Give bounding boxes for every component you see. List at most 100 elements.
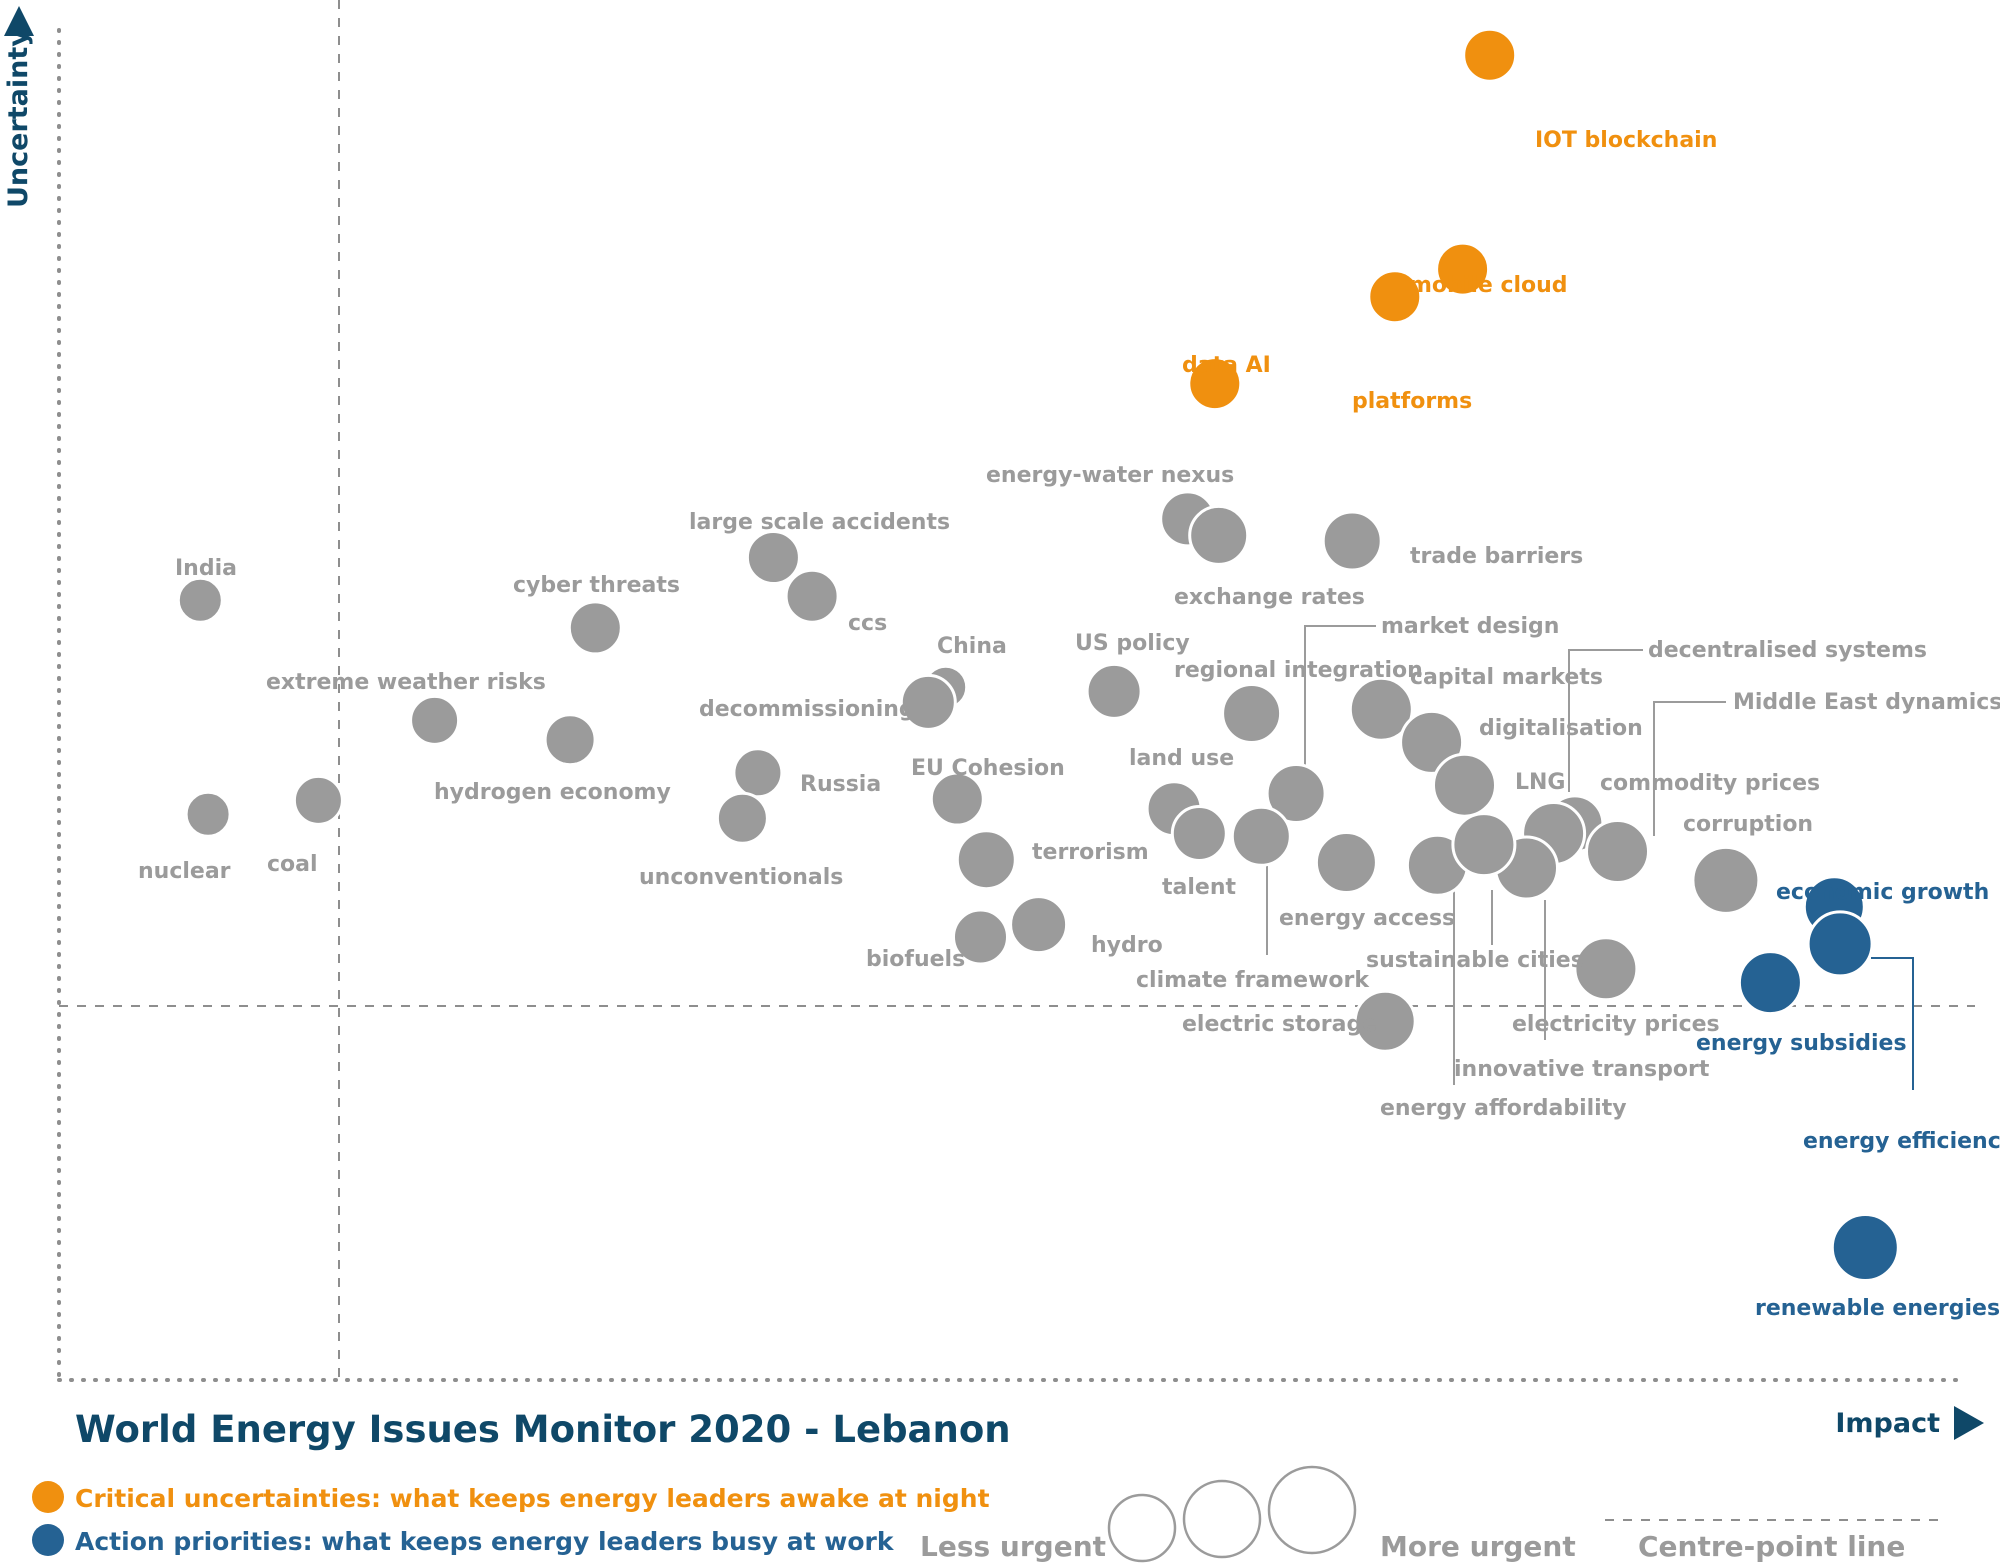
point-labels: IOT blockchain mobile cloud platforms da…	[138, 128, 2000, 1321]
bubble-electric-storage	[1353, 989, 1417, 1053]
label-large-scale-accidents: large scale accidents	[689, 510, 950, 535]
legend-more-urgent: More urgent	[1380, 1530, 1576, 1563]
label-economic-growth: economic growth	[1776, 880, 1989, 905]
bubble-ccs	[784, 568, 840, 624]
legend-action-text: Action priorities: what keeps energy lea…	[75, 1527, 895, 1556]
bubble-extreme-weather-risks	[409, 694, 461, 746]
bubble-sustainable-cities	[1451, 812, 1517, 878]
bubble-india	[176, 576, 224, 624]
bubble-russia	[732, 747, 784, 799]
label-exchange-rates: exchange rates	[1174, 585, 1365, 610]
bubble-us-policy	[1085, 662, 1143, 720]
bubble-data-ai	[1187, 356, 1243, 412]
bubble-coal	[292, 774, 344, 826]
bubble-exchange-rates	[1188, 504, 1250, 566]
legend-critical-dot-icon	[32, 1481, 64, 1513]
bubble-hydro	[1009, 895, 1069, 955]
bubble-unconventionals	[715, 791, 769, 845]
legend-size-medium-circle	[1182, 1479, 1262, 1559]
label-hydrogen-economy: hydrogen economy	[434, 780, 671, 805]
bubble-hydrogen-economy	[543, 713, 597, 767]
bubble-capital-markets	[1348, 676, 1414, 742]
label-unconventionals: unconventionals	[639, 865, 843, 890]
label-hydro: hydro	[1091, 933, 1163, 958]
legend-centre-line-text: Centre-point line	[1638, 1530, 1905, 1563]
leader-line-decentralised-systems	[1568, 649, 1643, 792]
label-mobile-cloud: mobile cloud	[1409, 273, 1568, 298]
bubble-energy-access	[1314, 831, 1378, 894]
bubble-biofuels	[952, 908, 1009, 966]
bubble-mobile-cloud	[1435, 241, 1491, 297]
bubble-renewable-energies	[1830, 1213, 1900, 1282]
label-biofuels: biofuels	[866, 947, 965, 972]
legend-size-small-circle	[1107, 1493, 1177, 1563]
label-middle-east-dynamics: Middle East dynamics	[1733, 690, 2000, 715]
bubble-trade-barriers	[1321, 510, 1383, 572]
label-energy-water-nexus: energy-water nexus	[986, 463, 1234, 488]
label-platforms: platforms	[1352, 389, 1472, 414]
bubble-climate-framework	[1230, 805, 1292, 867]
bubble-terrorism	[955, 829, 1017, 891]
label-energy-access: energy access	[1279, 906, 1455, 931]
label-energy-affordability: energy affordability	[1380, 1096, 1627, 1121]
label-climate-framework: climate framework	[1136, 968, 1370, 993]
label-electric-storage: electric storage	[1182, 1012, 1377, 1037]
bubble-lng	[1432, 752, 1497, 818]
label-regional-integration: regional integration	[1174, 658, 1423, 683]
y-axis-label: Uncertainty	[3, 29, 34, 208]
bubble-market-design	[1265, 763, 1327, 824]
label-decentralised-systems: decentralised systems	[1648, 638, 1927, 663]
label-capital-markets: capital markets	[1410, 665, 1603, 690]
bubble-nuclear	[184, 790, 232, 838]
label-talent: talent	[1162, 875, 1236, 900]
legend-size-large-circle	[1267, 1465, 1357, 1555]
bubble-eu-cohesion	[929, 771, 985, 827]
label-renewable-energies: renewable energies	[1755, 1296, 2000, 1321]
bubble-iot-blockchain	[1462, 27, 1518, 83]
x-axis-label: Impact	[1835, 1408, 1940, 1439]
label-energy-subsidies: energy subsidies	[1696, 1031, 1907, 1056]
x-axis-arrow-icon	[1954, 1406, 1984, 1440]
bubble-energy-efficiency	[1806, 910, 1874, 978]
label-innovative-transport: innovative transport	[1454, 1057, 1710, 1082]
label-market-design: market design	[1381, 614, 1559, 639]
leader-lines	[1266, 625, 1914, 1090]
label-coal: coal	[267, 852, 318, 877]
bubble-corruption	[1691, 845, 1761, 915]
bubbles-layer	[176, 27, 1900, 1282]
label-land-use: land use	[1129, 746, 1234, 771]
label-commodity-prices: commodity prices	[1600, 771, 1820, 796]
label-trade-barriers: trade barriers	[1410, 544, 1583, 569]
bubble-regional-integration	[1221, 683, 1283, 744]
label-corruption: corruption	[1683, 812, 1813, 837]
label-india: India	[175, 556, 237, 581]
legend-critical-text: Critical uncertainties: what keeps energ…	[75, 1484, 990, 1513]
label-cyber-threats: cyber threats	[513, 573, 680, 598]
bubble-talent	[1170, 805, 1228, 862]
label-ccs: ccs	[848, 611, 887, 636]
label-sustainable-cities: sustainable cities	[1366, 948, 1584, 973]
label-china: China	[937, 634, 1007, 659]
label-data-ai: data AI	[1182, 353, 1271, 378]
bubble-energy-subsidies	[1737, 950, 1803, 1016]
label-eu-cohesion: EU Cohesion	[911, 756, 1065, 781]
label-russia: Russia	[800, 772, 881, 797]
leader-line-market-design	[1304, 625, 1376, 785]
bubble-electricity-prices	[1573, 936, 1639, 1002]
leader-line-middle-east-dynamics	[1653, 701, 1726, 836]
label-digitalisation: digitalisation	[1479, 716, 1643, 741]
label-energy-efficiency: energy efficiency	[1803, 1129, 2000, 1154]
label-nuclear: nuclear	[138, 859, 231, 884]
label-extreme-weather-risks: extreme weather risks	[266, 670, 546, 695]
label-electricity-prices: electricity prices	[1512, 1012, 1720, 1037]
label-lng: LNG	[1515, 770, 1566, 795]
bubble-middle-east-dynamics	[1585, 819, 1650, 884]
label-iot-blockchain: IOT blockchain	[1535, 128, 1717, 153]
label-us-policy: US policy	[1075, 631, 1190, 656]
label-terrorism: terrorism	[1032, 840, 1149, 865]
leader-line-energy-efficiency	[1871, 957, 1914, 1090]
bubble-cyber-threats	[567, 600, 623, 656]
legend-less-urgent: Less urgent	[920, 1530, 1106, 1563]
bubble-decommissioning	[899, 673, 957, 731]
